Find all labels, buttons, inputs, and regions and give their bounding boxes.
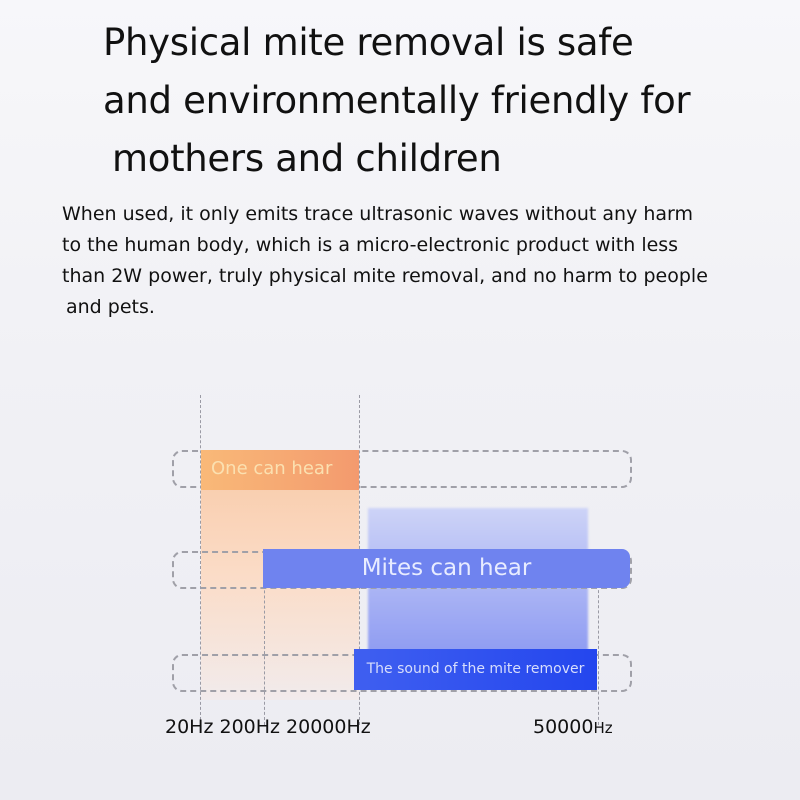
human-hearing-bar: One can hear: [201, 450, 359, 490]
description-line-4: and pets.: [66, 296, 155, 318]
headline-line-1: Physical mite removal is safe: [103, 21, 634, 64]
headline: Physical mite removal is safe and enviro…: [103, 14, 691, 188]
headline-line-2: and environmentally friendly for: [103, 79, 691, 122]
axis-label-right: 50000Hz: [533, 716, 613, 738]
gridline-20hz: [200, 395, 201, 725]
gridline-50000hz: [598, 585, 599, 725]
description-line-2: to the human body, which is a micro-elec…: [62, 234, 679, 256]
description-line-3: than 2W power, truly physical mite remov…: [62, 265, 708, 287]
axis-labels-left: 20Hz 200Hz 20000Hz: [165, 716, 371, 738]
row-outline-human: [172, 450, 632, 488]
description: When used, it only emits trace ultrasoni…: [62, 199, 762, 323]
description-line-1: When used, it only emits trace ultrasoni…: [62, 203, 694, 225]
axis-unit-hz: Hz: [593, 719, 613, 737]
gridline-200hz: [264, 560, 265, 725]
axis-value-50000: 50000: [533, 716, 594, 738]
headline-line-3: mothers and children: [112, 137, 502, 180]
mite-remover-sound-bar: The sound of the mite remover: [354, 649, 597, 690]
mites-hearing-bar: Mites can hear: [263, 549, 630, 588]
